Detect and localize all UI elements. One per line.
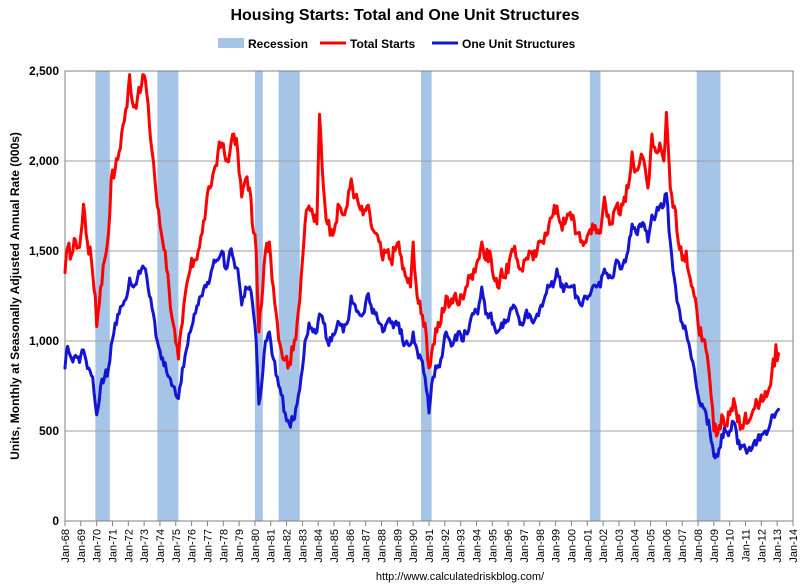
x-tick-label-35: Jan-03 [614,529,626,563]
legend-one-unit-label: One Unit Structures [462,37,576,51]
y-tick-label-5: 2,500 [29,64,59,78]
x-tick-label-18: Jan-86 [345,529,357,563]
x-tick-label-8: Jan-76 [187,529,199,563]
y-tick-label-4: 2,000 [29,154,59,168]
x-tick-label-42: Jan-10 [725,529,737,563]
x-tick-label-30: Jan-98 [535,529,547,563]
legend-total-starts-label: Total Starts [350,37,415,51]
source-url: http://www.calculatedriskblog.com/ [376,571,545,583]
x-tick-label-24: Jan-92 [440,529,452,563]
x-tick-label-23: Jan-91 [424,529,436,563]
x-tick-label-34: Jan-02 [598,529,610,563]
x-tick-label-6: Jan-74 [155,529,167,563]
x-tick-label-13: Jan-81 [266,529,278,563]
x-tick-label-19: Jan-87 [361,529,373,563]
recession-band-5 [589,71,601,521]
x-tick-label-43: Jan-11 [741,529,753,562]
x-tick-label-38: Jan-06 [661,529,673,563]
recession-band-0 [95,71,110,521]
y-tick-label-0: 0 [52,514,59,528]
x-tick-label-37: Jan-05 [646,529,658,563]
x-tick-label-3: Jan-71 [107,529,119,563]
x-tick-label-39: Jan-07 [677,529,689,563]
recession-band-3 [278,71,300,521]
x-tick-label-2: Jan-70 [92,529,104,563]
x-tick-label-36: Jan-04 [630,529,642,563]
x-tick-label-16: Jan-84 [313,529,325,563]
y-tick-label-2: 1,000 [29,334,59,348]
y-tick-label-3: 1,500 [29,244,59,258]
x-tick-label-25: Jan-93 [456,529,468,563]
recession-band-1 [157,71,179,521]
series-layer [63,73,780,460]
x-tick-label-15: Jan-83 [297,529,309,563]
x-axis-ticks: Jan-68 Jan-69 Jan-70 Jan-71 Jan-72 Jan-73 Jan-… [60,521,800,563]
legend-recession-swatch [218,38,244,48]
y-axis-label: Units, Monthly at Seasonally Adjusted An… [8,132,22,460]
recession-band-4 [421,71,432,521]
x-tick-label-21: Jan-89 [392,529,404,563]
x-tick-label-32: Jan-00 [566,529,578,563]
x-tick-label-5: Jan-73 [139,529,151,563]
x-tick-label-7: Jan-75 [171,529,183,563]
x-tick-label-17: Jan-85 [329,529,341,563]
x-tick-label-45: Jan-13 [772,529,784,563]
y-axis-ticks: 0 500 1,000 1,500 2,000 2,500 [29,64,59,528]
x-tick-label-41: Jan-09 [709,529,721,563]
series-line-total-starts [63,73,780,438]
x-tick-label-0: Jan-68 [60,529,72,563]
chart-title: Housing Starts: Total and One Unit Struc… [230,7,579,24]
x-tick-label-22: Jan-90 [408,529,420,563]
x-tick-label-14: Jan-82 [282,529,294,563]
x-tick-label-33: Jan-01 [582,529,594,563]
x-tick-label-29: Jan-97 [519,529,531,563]
x-tick-label-46: Jan-14 [788,529,800,563]
x-tick-label-10: Jan-78 [218,529,230,563]
x-tick-label-9: Jan-77 [202,529,214,563]
x-tick-label-31: Jan-99 [551,529,563,563]
x-tick-label-26: Jan-94 [471,529,483,563]
x-tick-label-27: Jan-95 [487,529,499,563]
x-tick-label-1: Jan-69 [76,529,88,563]
x-tick-label-28: Jan-96 [503,529,515,563]
x-tick-label-20: Jan-88 [377,529,389,563]
y-tick-label-1: 500 [39,424,59,438]
legend-recession-label: Recession [248,37,308,51]
series-line-one-unit-structures [63,191,780,460]
x-tick-label-11: Jan-79 [234,529,246,563]
x-tick-label-12: Jan-80 [250,529,262,563]
x-tick-label-4: Jan-72 [123,529,135,563]
x-tick-label-40: Jan-08 [693,529,705,563]
x-tick-label-44: Jan-12 [756,529,768,563]
legend: Recession Total Starts One Unit Structur… [218,37,576,51]
